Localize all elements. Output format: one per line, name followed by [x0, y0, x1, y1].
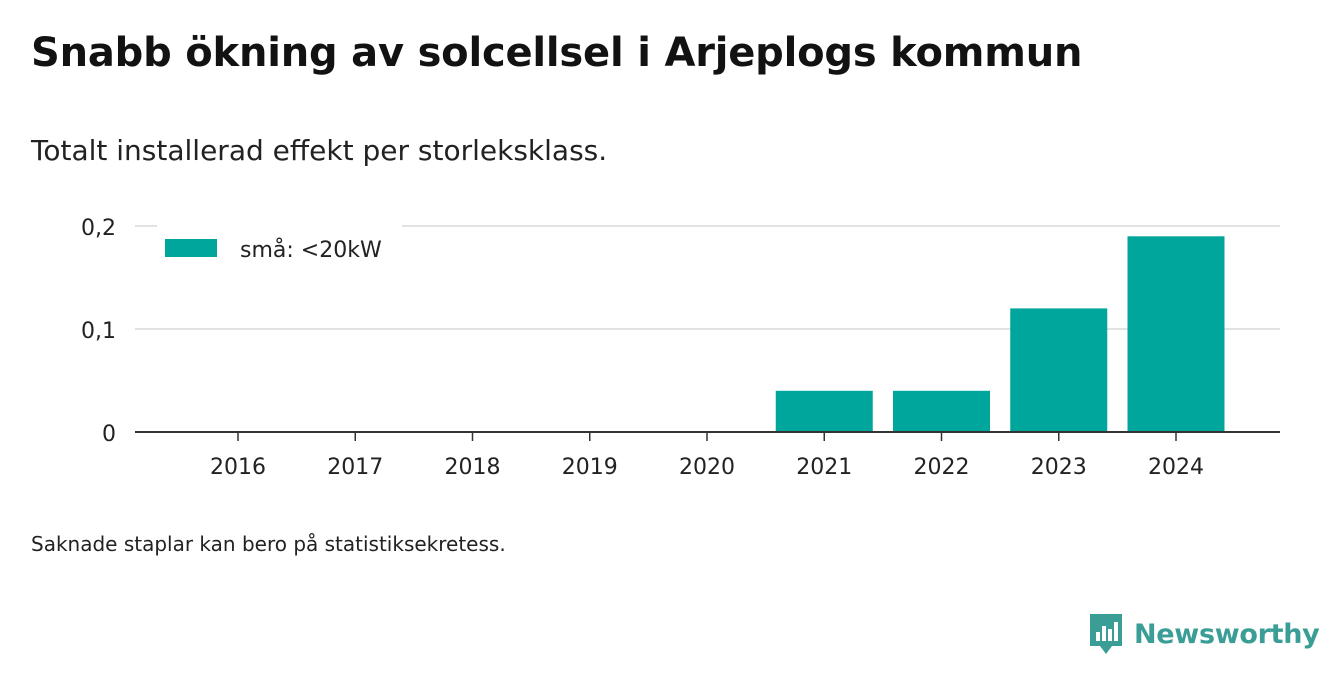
bar [775, 390, 873, 432]
footnote: Saknade staplar kan bero på statistiksek… [31, 532, 506, 556]
bar [893, 390, 990, 432]
x-tick-label: 2021 [796, 455, 852, 480]
x-tick-label: 2017 [327, 455, 383, 480]
brand-name: Newsworthy [1134, 618, 1320, 650]
bar [1127, 236, 1225, 432]
y-tick-label: 0,2 [81, 216, 116, 241]
legend-swatch [165, 239, 217, 257]
x-tick-label: 2016 [210, 455, 266, 480]
x-tick-label: 2022 [914, 455, 970, 480]
brand-logo: Newsworthy [1088, 610, 1320, 658]
bar [1010, 308, 1108, 432]
x-tick-label: 2019 [562, 455, 618, 480]
x-tick-label: 2018 [445, 455, 501, 480]
x-tick-label: 2024 [1148, 455, 1204, 480]
bar-chart: 0 0,1 0,2 2016 2017 2018 2019 2020 2021 2022 2023 2… [81, 216, 1280, 480]
y-tick-label: 0 [102, 422, 116, 447]
chart-title: Snabb ökning av solcellsel i Arjeplogs k… [31, 30, 1083, 76]
x-tick-label: 2023 [1031, 455, 1087, 480]
newsworthy-logo-icon [1090, 614, 1122, 654]
x-tick-label: 2020 [679, 455, 735, 480]
legend-label: små: <20kW [240, 237, 382, 263]
y-tick-label: 0,1 [81, 319, 116, 344]
chart-subtitle: Totalt installerad effekt per storlekskl… [31, 134, 608, 167]
